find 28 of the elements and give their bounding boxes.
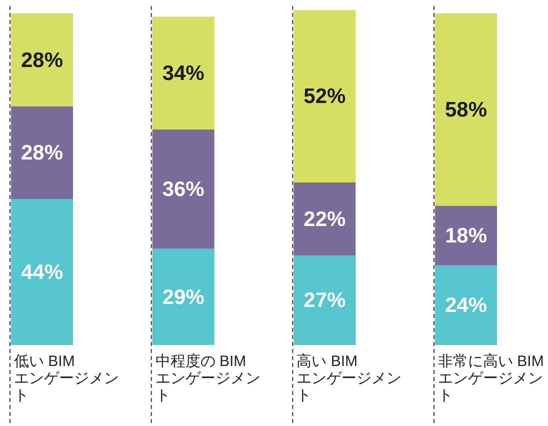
bar	[435, 13, 497, 206]
data-label: 22%	[304, 208, 346, 231]
bar	[152, 248, 214, 345]
bar	[435, 265, 497, 345]
data-label: 44%	[20, 261, 64, 284]
x-tick-label: 高い BIM エンゲージメント	[296, 353, 402, 404]
data-label: 52%	[304, 85, 346, 108]
bar	[152, 129, 214, 249]
bar	[435, 206, 497, 266]
data-label: 36%	[162, 178, 205, 202]
data-label: 28%	[20, 142, 64, 165]
data-label: 58%	[444, 98, 488, 122]
x-tick-label: 非常に高い BIM エンゲージメント	[438, 353, 544, 404]
data-label: 27%	[304, 289, 346, 312]
data-label: 24%	[444, 294, 488, 318]
x-tick-label: 低い BIM エンゲージメント	[14, 353, 119, 404]
bar	[11, 106, 73, 200]
bar	[11, 13, 73, 106]
x-tick-label: 中程度の BIM エンゲージメント	[155, 353, 260, 404]
bar	[152, 16, 214, 130]
bar	[11, 199, 73, 345]
bar	[294, 255, 356, 345]
bar	[294, 182, 356, 256]
data-label: 18%	[444, 224, 488, 248]
data-label: 28%	[20, 48, 64, 72]
data-label: 34%	[162, 62, 205, 86]
bar	[294, 10, 356, 182]
data-label: 29%	[162, 286, 205, 309]
